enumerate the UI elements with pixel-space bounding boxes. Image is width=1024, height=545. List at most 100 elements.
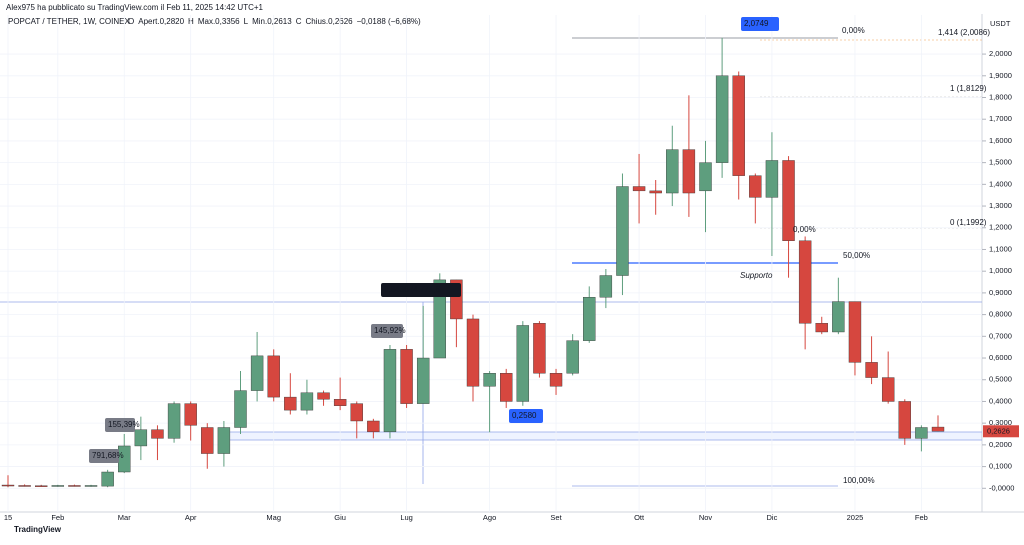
y-tick-label: 1,7000 (989, 114, 1012, 123)
y-tick-label: 1,8000 (989, 92, 1012, 101)
candle-body (333, 399, 347, 406)
ohlc-item: Apert.0,2820 (138, 17, 184, 26)
annotation-box (105, 418, 135, 432)
candle-body (500, 373, 513, 402)
y-tick-label: -0,0000 (989, 483, 1014, 492)
y-tick-label: 0,3000 (989, 418, 1012, 427)
y-tick-label: 1,5000 (989, 158, 1012, 167)
y-tick-label: 0,5000 (989, 375, 1012, 384)
candle-body (732, 75, 745, 176)
candle-body (151, 429, 164, 439)
candle-body (566, 340, 579, 374)
candle-body (699, 162, 712, 192)
annotation: 50,00% (843, 251, 870, 260)
publisher: Alex975 ha pubblicato su TradingView.com… (6, 3, 264, 12)
candle-body (84, 485, 98, 487)
x-tick-label: 15 (4, 513, 12, 522)
y-tick-label: 1,0000 (989, 266, 1012, 275)
x-tick-label: Mar (118, 513, 131, 522)
candle-body (184, 403, 197, 426)
annotation: 1 (1,8129) (950, 84, 987, 93)
x-tick-label: Feb (915, 513, 928, 522)
annotation: 0,2580 (512, 411, 537, 420)
candle-body (666, 149, 679, 194)
annotation: 0 (1,1992) (950, 218, 987, 227)
candle-body (367, 420, 380, 433)
candle-body (416, 357, 430, 404)
candle-body (134, 429, 148, 447)
currency: USDT (990, 19, 1011, 28)
support-zone (230, 432, 982, 440)
x-tick-label: Ago (483, 513, 496, 522)
x-tick-label: Lug (400, 513, 413, 522)
candle-body (599, 275, 613, 298)
candle-body (51, 485, 65, 487)
annotation-box (381, 283, 461, 297)
y-tick-label: 1,9000 (989, 71, 1012, 80)
y-tick-label: 0,1000 (989, 462, 1012, 471)
candle-body (483, 373, 496, 387)
candle-body (35, 485, 48, 487)
ohlc-item: −0,0188 (−6,68%) (357, 17, 421, 26)
candle-body (549, 373, 563, 387)
candle-body (300, 392, 314, 411)
symbol: POPCAT / TETHER, 1W, COINEX (8, 17, 130, 26)
candle-body (881, 377, 895, 402)
candle-body (765, 160, 779, 198)
y-tick-label: 0,4000 (989, 396, 1012, 405)
candle-body (749, 175, 762, 198)
candle-body (101, 471, 114, 487)
annotation: 145,92% (374, 326, 406, 335)
y-tick-label: 1,6000 (989, 136, 1012, 145)
candle-body (782, 160, 795, 241)
candle-body (284, 396, 297, 411)
ohlc-item: Max.0,3356 (198, 17, 240, 26)
candle-body (898, 401, 911, 439)
annotation: 155,39% (108, 420, 140, 429)
candle-body (848, 301, 862, 363)
annotation: 0,00% (793, 225, 816, 234)
annotation-box (509, 409, 543, 423)
x-tick-label: Dic (767, 513, 778, 522)
y-tick-label: 0,2000 (989, 440, 1012, 449)
annotation-box (741, 17, 779, 31)
x-tick-label: Ott (634, 513, 645, 522)
y-tick-label: 0,6000 (989, 353, 1012, 362)
y-tick-label: 0,7000 (989, 331, 1012, 340)
candle-body (201, 427, 214, 454)
candle-body (466, 318, 480, 387)
annotation: 791,68% (92, 451, 124, 460)
ohlc-item: Min.0,2613 (252, 17, 292, 26)
candle-body (798, 240, 812, 324)
annotation: 0,00% (842, 26, 865, 35)
ohlc-item: C (296, 17, 302, 26)
candle-body (68, 485, 81, 487)
candle-body (167, 403, 181, 439)
candle-body (267, 355, 280, 398)
x-tick-label: Nov (699, 513, 713, 522)
annotation: 1,414 (2,0086) (938, 28, 990, 37)
annotation: 0,8436 (4.771,6 (384, 285, 441, 294)
last-price-tag (983, 425, 1019, 438)
annotation-box (89, 449, 119, 463)
candle-body (832, 301, 845, 333)
candle-body (217, 427, 231, 454)
candle-body (383, 349, 397, 433)
candle-body (350, 403, 363, 422)
candle-body (682, 149, 696, 194)
x-tick-label: Feb (51, 513, 64, 522)
y-tick-label: 1,1000 (989, 244, 1012, 253)
candle-body (915, 427, 928, 439)
candle-body (649, 190, 662, 194)
candle-body (516, 325, 530, 402)
candle-body (865, 362, 878, 378)
x-tick-label: Giu (334, 513, 346, 522)
candle-body (931, 426, 945, 432)
y-tick-label: 0,8000 (989, 310, 1012, 319)
annotation: 2,0749 (744, 19, 769, 28)
candle-body (250, 355, 264, 391)
candle-body (433, 279, 446, 359)
footer: TradingView (14, 525, 62, 534)
